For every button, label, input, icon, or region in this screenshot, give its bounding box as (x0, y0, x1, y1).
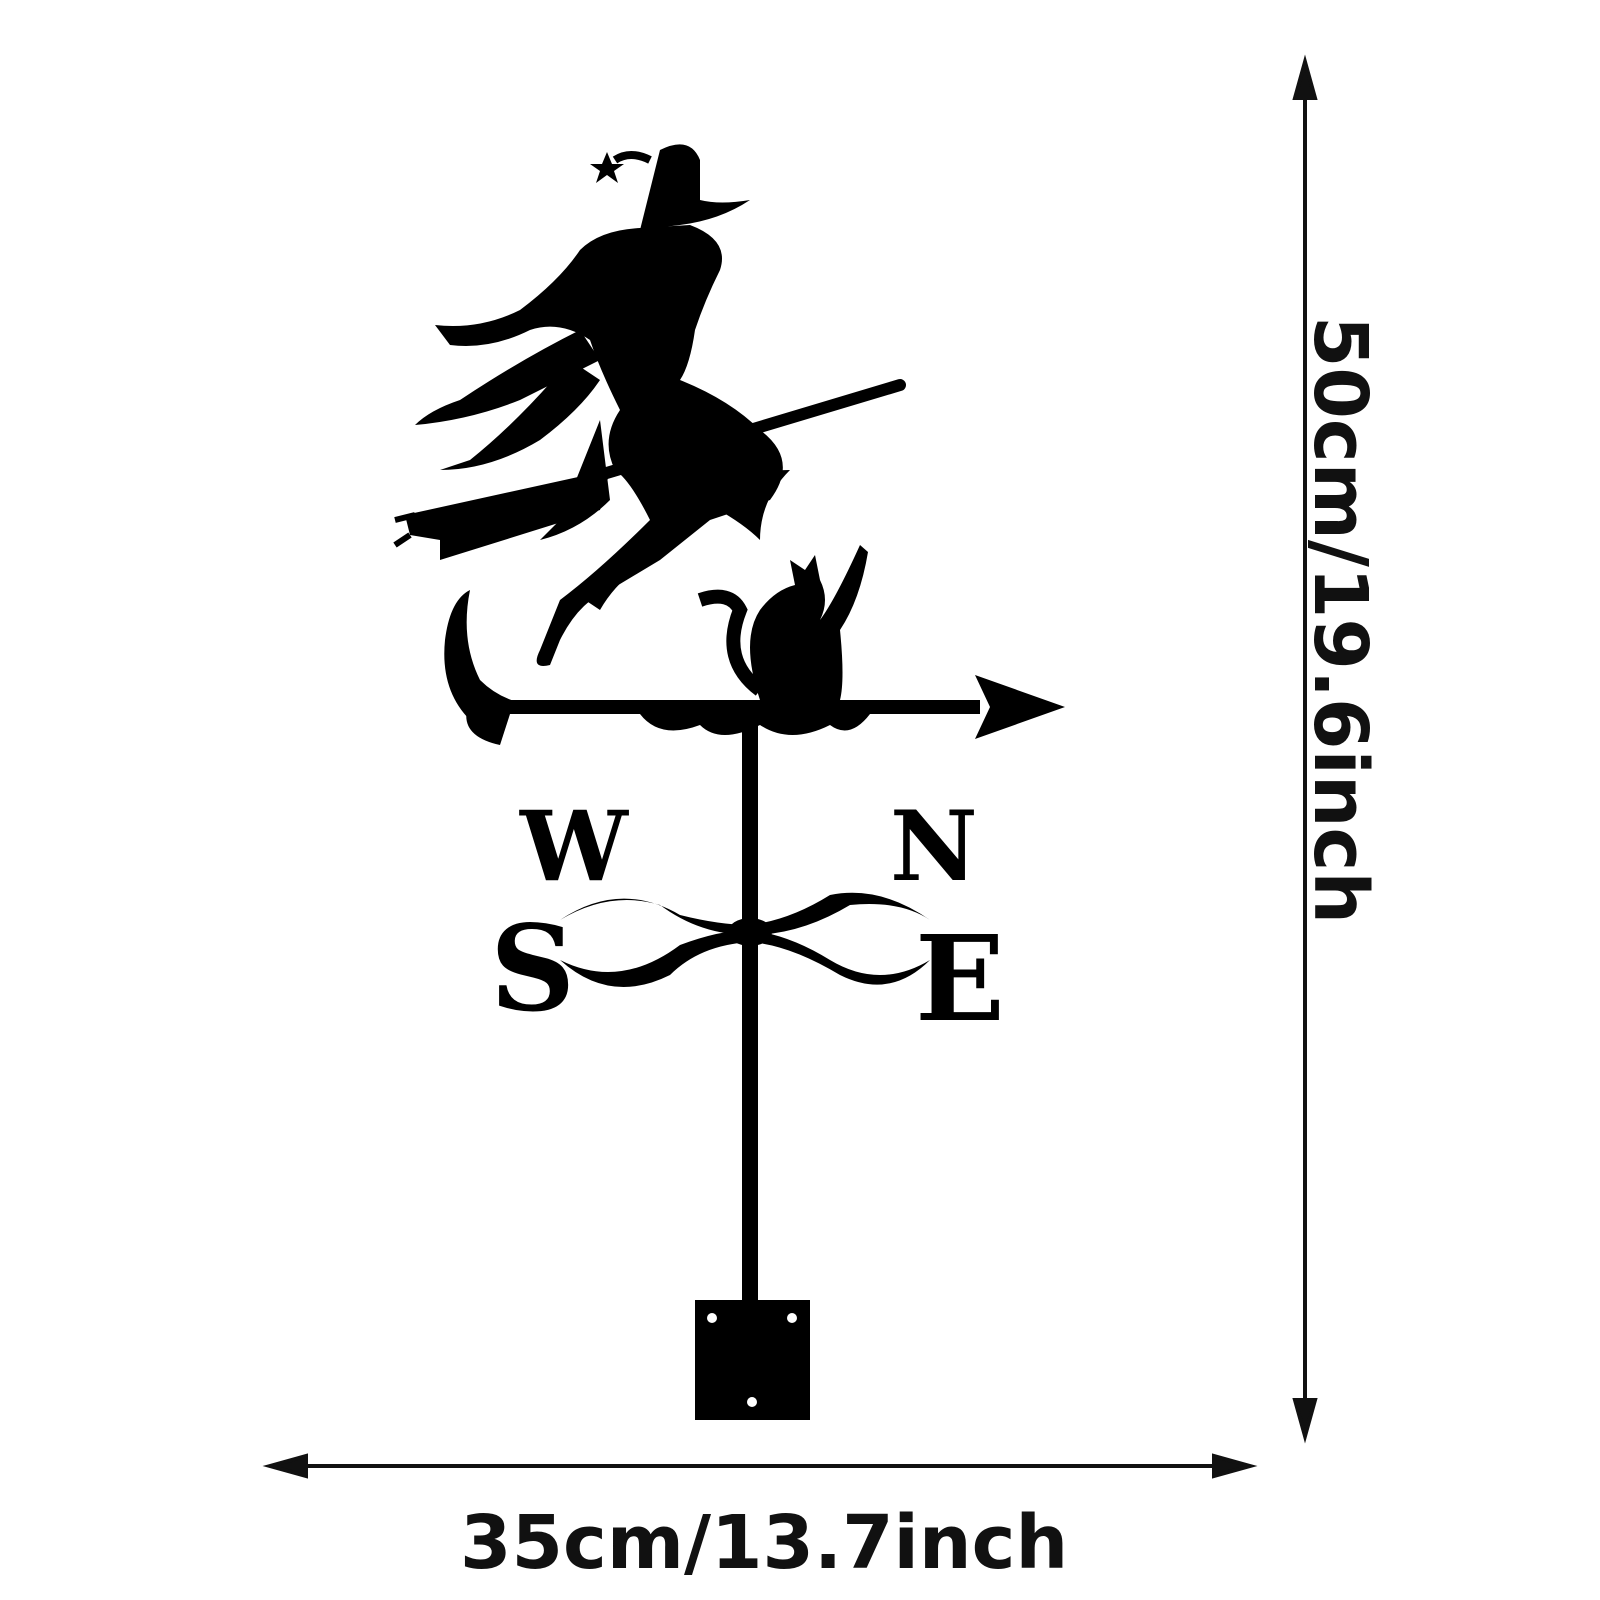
compass-letter-north: N (890, 790, 978, 903)
mounting-pole (742, 714, 758, 1314)
scroll-ornament (444, 590, 530, 720)
cat-silhouette (697, 545, 868, 700)
compass-letter-east: E (915, 909, 1005, 1048)
mounting-plate (695, 1300, 810, 1420)
star-icon (590, 152, 624, 183)
witch-silhouette (415, 225, 790, 666)
width-dimension-arrow (262, 1453, 1258, 1479)
broom (393, 379, 906, 560)
compass-letter-south: S (490, 899, 575, 1038)
compass-arms (560, 892, 930, 987)
height-dimension-label: 50cm/19.6inch (1297, 315, 1383, 925)
height-dimension-arrow (1292, 54, 1318, 1444)
witch-hat (590, 144, 750, 230)
compass-letter-west: W (519, 790, 629, 903)
width-dimension-label: 35cm/13.7inch (460, 1500, 1069, 1586)
weathervane (393, 144, 1065, 1420)
